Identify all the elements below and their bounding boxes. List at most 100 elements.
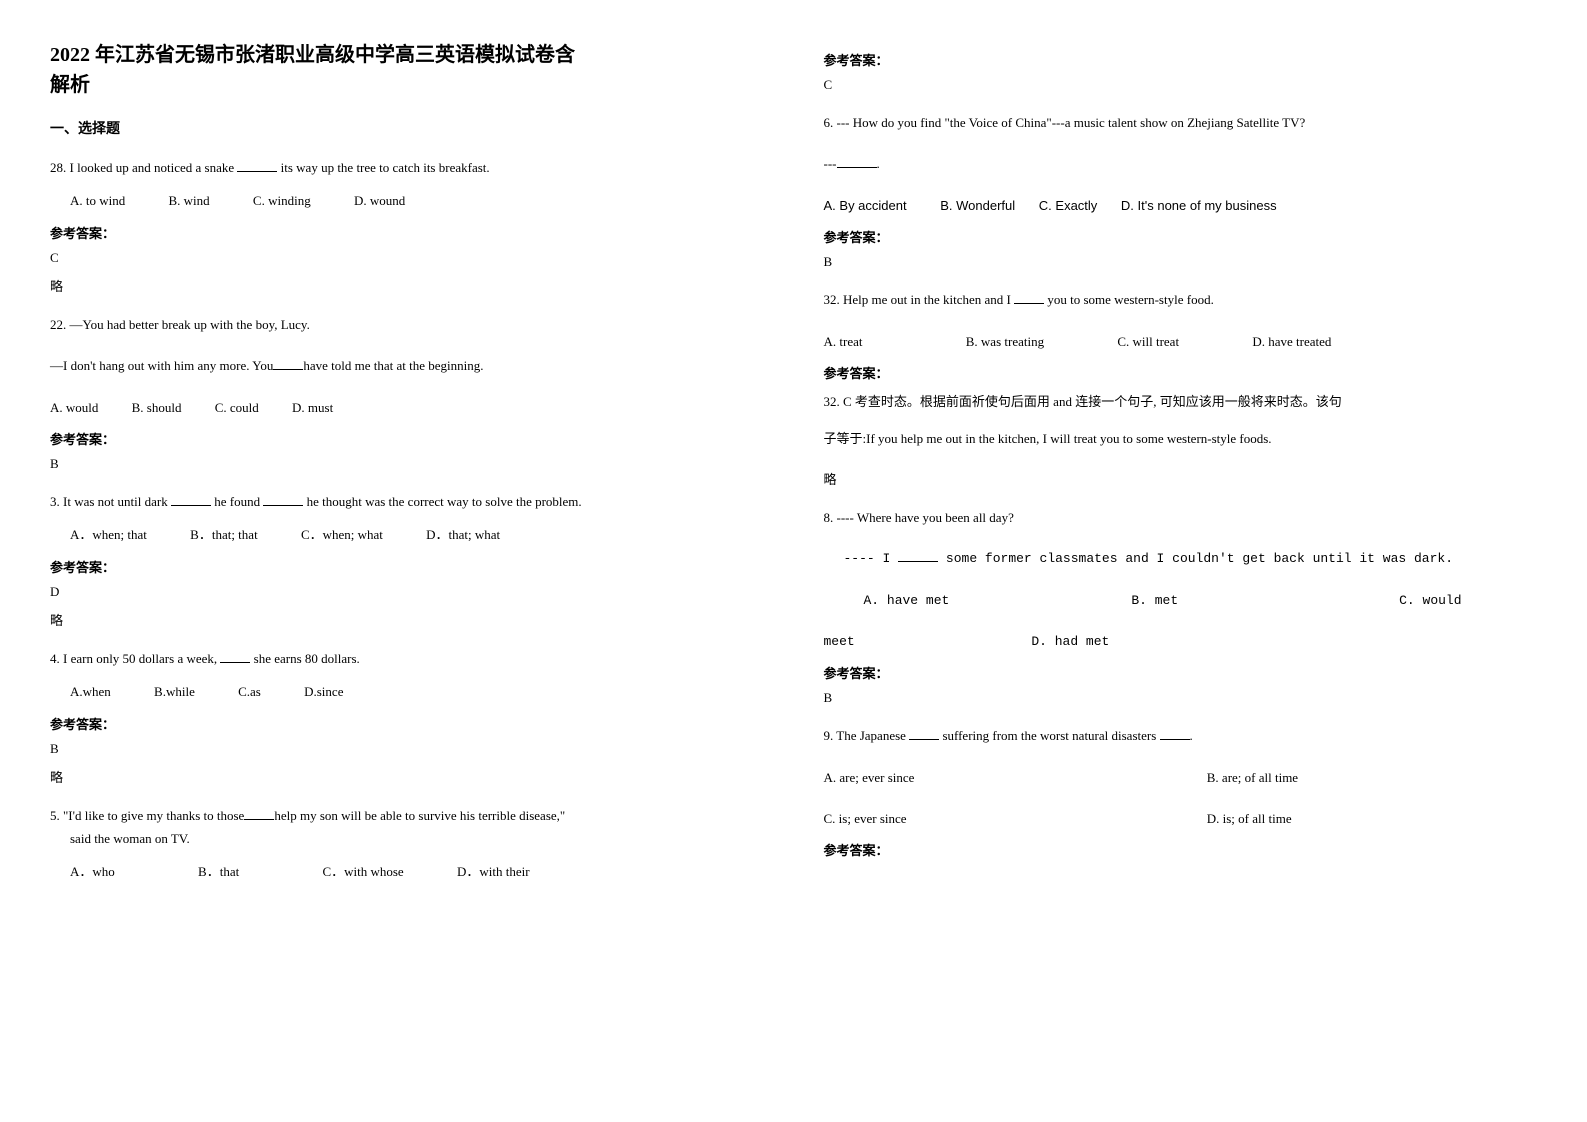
answer-label: 参考答案： bbox=[50, 223, 764, 242]
q32-opt-c: C. will treat bbox=[1117, 330, 1179, 353]
q32-opt-d: D. have treated bbox=[1252, 330, 1331, 353]
q3-note: 略 bbox=[50, 610, 764, 629]
blank bbox=[220, 650, 250, 663]
blank bbox=[1014, 291, 1044, 304]
q22-stem-1: 22. —You had better break up with the bo… bbox=[50, 313, 764, 336]
q3-opt-b: B．that; that bbox=[190, 523, 258, 546]
q3-opt-c: C．when; what bbox=[301, 523, 383, 546]
q8-options-row-1: A. have met B. met C. would bbox=[864, 589, 1538, 612]
q28-opt-d: D. wound bbox=[354, 189, 405, 212]
answer-label: 参考答案： bbox=[50, 557, 764, 576]
q3-stem-mid: he found bbox=[211, 494, 263, 509]
right-column: 参考答案： C 6. --- How do you find "the Voic… bbox=[824, 40, 1538, 1082]
q3-opt-d: D．that; what bbox=[426, 523, 500, 546]
q28-options: A. to wind B. wind C. winding D. wound bbox=[70, 189, 764, 212]
q6-opt-a: A. By accident bbox=[824, 194, 907, 217]
q28-note: 略 bbox=[50, 276, 764, 295]
q8-options-row-2: meet D. had met bbox=[824, 630, 1538, 653]
answer-label: 参考答案： bbox=[824, 50, 1538, 69]
q32-opt-b: B. was treating bbox=[966, 330, 1044, 353]
q6-stem-2-pre: --- bbox=[824, 156, 837, 171]
q4-stem: 4. I earn only 50 dollars a week, she ea… bbox=[50, 647, 764, 670]
q28-opt-c: C. winding bbox=[253, 189, 311, 212]
q32-stem: 32. Help me out in the kitchen and I you… bbox=[824, 288, 1538, 311]
title-line-2: 解析 bbox=[50, 74, 90, 96]
q9-stem: 9. The Japanese suffering from the worst… bbox=[824, 724, 1538, 747]
q9-opt-c: C. is; ever since bbox=[824, 807, 1204, 830]
q4-opt-a: A.when bbox=[70, 680, 111, 703]
q5-stem: 5. "I'd like to give my thanks to those h… bbox=[50, 804, 764, 851]
q6-opt-c: C. Exactly bbox=[1039, 194, 1098, 217]
q28-answer: C bbox=[50, 250, 764, 266]
q6-opt-b: B. Wonderful bbox=[940, 194, 1015, 217]
q4-note: 略 bbox=[50, 767, 764, 786]
q9-options-row-1: A. are; ever since B. are; of all time bbox=[824, 766, 1538, 789]
q4-answer: B bbox=[50, 741, 764, 757]
q9-stem-pre: 9. The Japanese bbox=[824, 728, 910, 743]
blank bbox=[909, 727, 939, 740]
q22-stem-2: —I don't hang out with him any more. You… bbox=[50, 354, 764, 377]
q22-answer: B bbox=[50, 456, 764, 472]
q5-answer: C bbox=[824, 77, 1538, 93]
q4-stem-post: she earns 80 dollars. bbox=[250, 651, 359, 666]
q3-stem-post: he thought was the correct way to solve … bbox=[303, 494, 581, 509]
page-title: 2022 年江苏省无锡市张渚职业高级中学高三英语模拟试卷含 解析 bbox=[50, 40, 764, 100]
q6-stem-1: 6. --- How do you find "the Voice of Chi… bbox=[824, 111, 1538, 134]
q8-answer: B bbox=[824, 690, 1538, 706]
q4-opt-b: B.while bbox=[154, 680, 195, 703]
q5-opt-c: C．with whose bbox=[322, 860, 403, 883]
answer-label: 参考答案： bbox=[824, 363, 1538, 382]
answer-label: 参考答案： bbox=[824, 227, 1538, 246]
q6-opt-d: D. It's none of my business bbox=[1121, 194, 1277, 217]
q5-stem-line2: said the woman on TV. bbox=[70, 831, 190, 846]
q28-opt-b: B. wind bbox=[169, 189, 210, 212]
q32-options: A. treat B. was treating C. will treat D… bbox=[824, 330, 1538, 353]
q6-options: A. By accident B. Wonderful C. Exactly D… bbox=[824, 194, 1538, 217]
left-column: 2022 年江苏省无锡市张渚职业高级中学高三英语模拟试卷含 解析 一、选择题 2… bbox=[50, 40, 764, 1082]
q9-stem-mid: suffering from the worst natural disaste… bbox=[939, 728, 1159, 743]
blank bbox=[263, 493, 303, 506]
q8-opt-d: D. had met bbox=[1031, 634, 1109, 649]
q4-options: A.when B.while C.as D.since bbox=[70, 680, 764, 703]
q9-opt-b: B. are; of all time bbox=[1207, 770, 1298, 785]
q3-answer: D bbox=[50, 584, 764, 600]
q8-stem-1: 8. ---- Where have you been all day? bbox=[824, 506, 1538, 529]
q3-opt-a: A．when; that bbox=[70, 523, 147, 546]
q4-opt-d: D.since bbox=[304, 680, 343, 703]
answer-label: 参考答案： bbox=[50, 714, 764, 733]
q22-opt-d: D. must bbox=[292, 396, 333, 419]
q28-stem-post: its way up the tree to catch its breakfa… bbox=[277, 160, 489, 175]
q32-stem-post: you to some western-style food. bbox=[1044, 292, 1214, 307]
q5-stem-pre: 5. "I'd like to give my thanks to those bbox=[50, 808, 244, 823]
blank bbox=[273, 357, 303, 370]
answer-label: 参考答案： bbox=[824, 840, 1538, 859]
blank bbox=[244, 807, 274, 820]
blank bbox=[171, 493, 211, 506]
q32-stem-pre: 32. Help me out in the kitchen and I bbox=[824, 292, 1015, 307]
q22-opt-b: B. should bbox=[132, 396, 182, 419]
q8-opt-a: A. have met bbox=[864, 589, 1124, 612]
q22-options: A. would B. should C. could D. must bbox=[50, 396, 764, 419]
q8-opt-c: C. would bbox=[1399, 593, 1461, 608]
q5-opt-d: D．with their bbox=[457, 860, 530, 883]
q5-opt-b: B．that bbox=[198, 860, 239, 883]
q22-opt-a: A. would bbox=[50, 396, 98, 419]
q28-opt-a: A. to wind bbox=[70, 189, 125, 212]
q3-stem-pre: 3. It was not until dark bbox=[50, 494, 171, 509]
q9-stem-post: . bbox=[1190, 728, 1193, 743]
q22-opt-c: C. could bbox=[215, 396, 259, 419]
q6-stem-2-post: . bbox=[877, 156, 880, 171]
q8-opt-c-2: meet bbox=[824, 630, 1024, 653]
answer-label: 参考答案： bbox=[50, 429, 764, 448]
q32-answer-line-2: 子等于:If you help me out in the kitchen, I… bbox=[824, 427, 1538, 450]
q4-stem-pre: 4. I earn only 50 dollars a week, bbox=[50, 651, 220, 666]
title-line-1: 2022 年江苏省无锡市张渚职业高级中学高三英语模拟试卷含 bbox=[50, 44, 575, 66]
q5-options: A．who B．that C．with whose D．with their bbox=[70, 860, 764, 883]
q3-stem: 3. It was not until dark he found he tho… bbox=[50, 490, 764, 513]
q28-stem-pre: 28. I looked up and noticed a snake bbox=[50, 160, 237, 175]
q5-stem-post: help my son will be able to survive his … bbox=[274, 808, 565, 823]
q9-opt-d: D. is; of all time bbox=[1207, 811, 1292, 826]
blank bbox=[1160, 727, 1190, 740]
q6-stem-2: ---. bbox=[824, 152, 1538, 175]
section-1-head: 一、选择题 bbox=[50, 118, 764, 138]
